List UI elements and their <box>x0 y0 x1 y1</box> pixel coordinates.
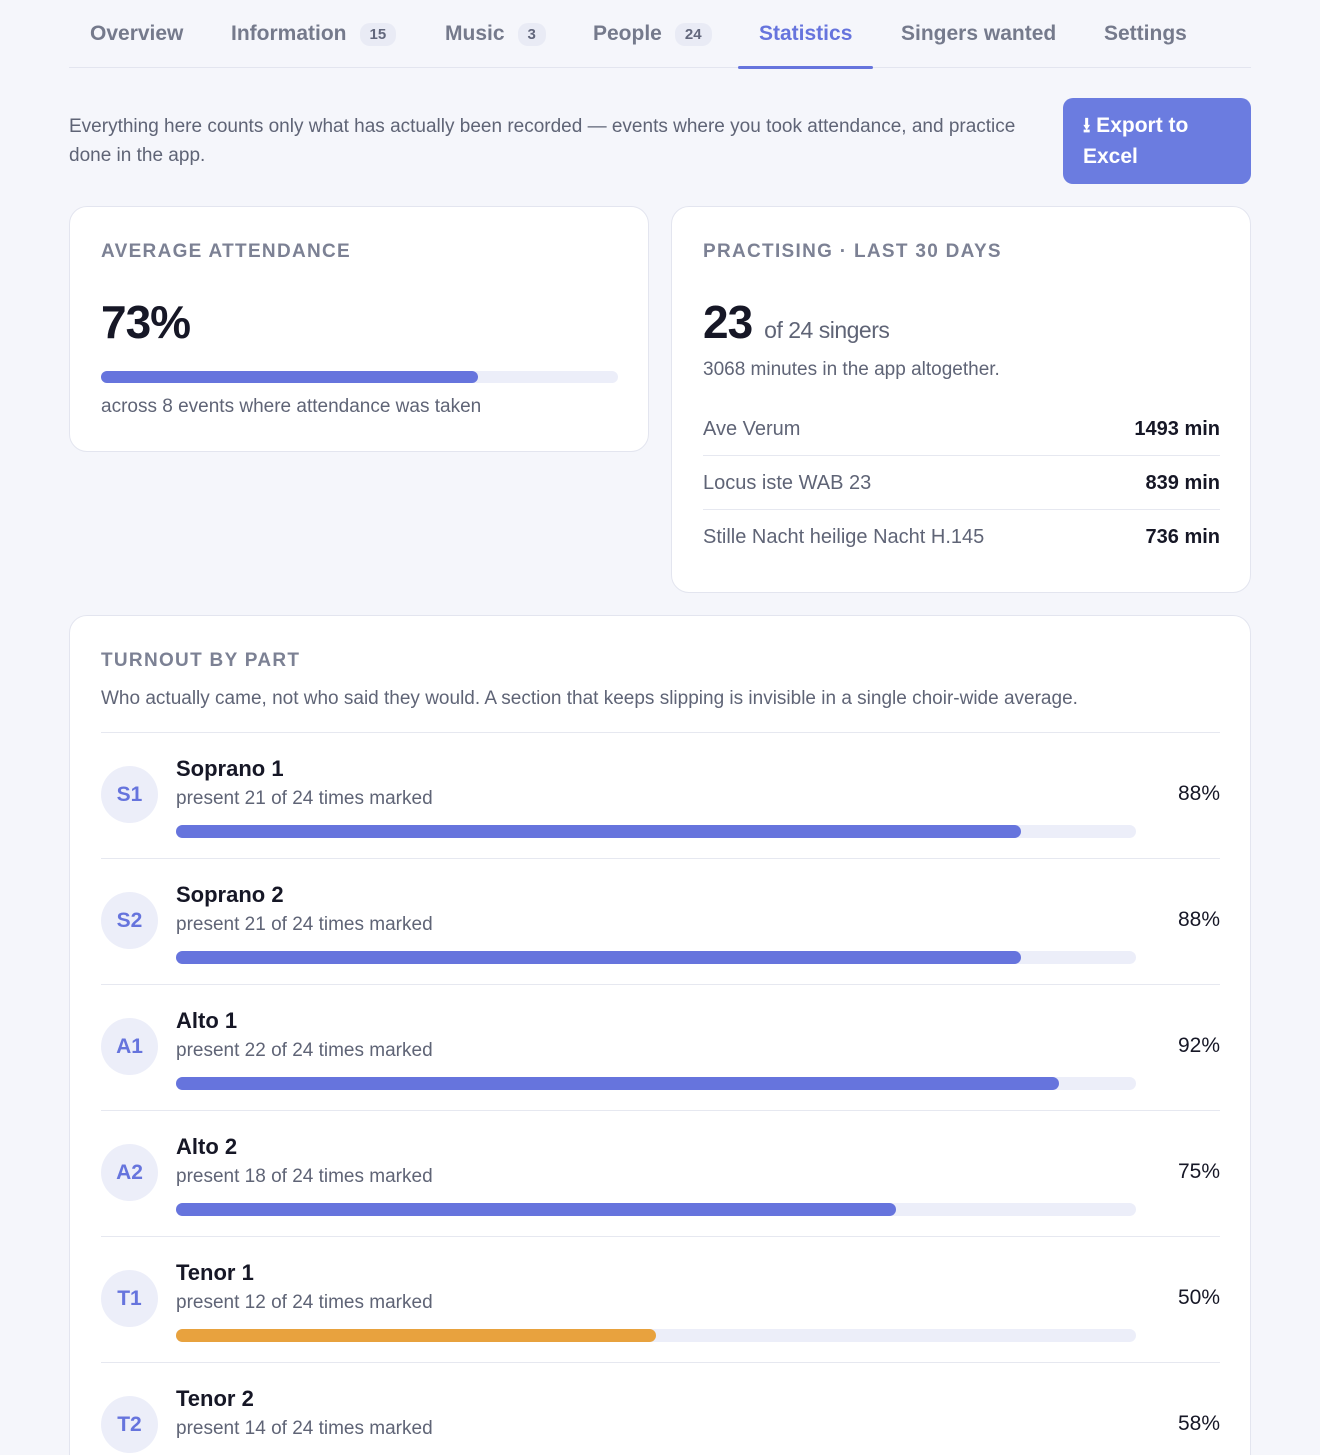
song-row: Stille Nacht heilige Nacht H.145 736 min <box>703 510 1220 564</box>
part-present-text: present 21 of 24 times marked <box>176 788 433 809</box>
part-progress-track <box>176 951 1136 964</box>
practising-of-text: of 24 singers <box>764 317 890 343</box>
practising-count: 23 <box>703 296 753 348</box>
tab-bar: Overview Information 15 Music 3 People 2… <box>69 0 1251 69</box>
part-present-text: present 21 of 24 times marked <box>176 914 433 935</box>
tab-count-badge: 3 <box>517 22 546 46</box>
song-minutes: 736 min <box>1145 525 1220 548</box>
part-row-a2: A2 Alto 2 present 18 of 24 times marked 75% <box>101 1110 1220 1236</box>
part-row-t2: T2 Tenor 2 present 14 of 24 times marked 58… <box>101 1362 1220 1455</box>
tab-people[interactable]: People 24 <box>593 0 712 68</box>
divider <box>101 984 1220 985</box>
tab-label: Information <box>231 22 347 45</box>
song-minutes: 1493 min <box>1134 417 1220 440</box>
attendance-value: 73% <box>101 296 191 348</box>
part-progress-track <box>176 1077 1136 1090</box>
tab-statistics[interactable]: Statistics <box>737 0 874 69</box>
tab-label: Statistics <box>759 22 853 45</box>
tab-count-badge: 24 <box>674 22 712 46</box>
part-progress-fill <box>176 1077 1060 1090</box>
part-avatar: T1 <box>101 1270 158 1327</box>
card-title: AVERAGE ATTENDANCE <box>101 241 351 262</box>
tab-music[interactable]: Music 3 <box>445 0 546 68</box>
part-row-a1: A1 Alto 1 present 22 of 24 times marked 92% <box>101 984 1220 1110</box>
part-progress-track <box>176 1203 1136 1216</box>
card-title: TURNOUT BY PART <box>101 650 301 671</box>
part-progress-track <box>176 1329 1136 1342</box>
average-attendance-card: AVERAGE ATTENDANCE 73% across 8 events w… <box>69 206 649 452</box>
part-avatar: T2 <box>101 1396 158 1453</box>
divider <box>101 732 1220 733</box>
practising-summary: 23 of 24 singers <box>703 295 890 349</box>
part-percentage: 50% <box>1177 1286 1220 1309</box>
part-percentage: 88% <box>1177 908 1220 931</box>
part-progress-fill <box>176 1203 896 1216</box>
part-present-text: present 22 of 24 times marked <box>176 1040 433 1061</box>
part-name: Alto 2 <box>176 1134 238 1159</box>
part-name: Tenor 1 <box>176 1260 254 1285</box>
part-name: Tenor 2 <box>176 1386 254 1411</box>
tab-singers-wanted[interactable]: Singers wanted <box>901 0 1056 68</box>
card-title: PRACTISING · LAST 30 DAYS <box>703 241 1002 262</box>
part-row-s1: S1 Soprano 1 present 21 of 24 times marked… <box>101 732 1220 858</box>
song-row: Ave Verum 1493 min <box>703 402 1220 456</box>
song-name: Locus iste WAB 23 <box>703 471 872 494</box>
export-button-label: ⭳ Export to Excel <box>1083 114 1189 168</box>
practising-card: PRACTISING · LAST 30 DAYS 23 of 24 singe… <box>671 206 1251 593</box>
attendance-progress-fill <box>101 371 479 383</box>
song-name: Ave Verum <box>703 417 801 440</box>
part-progress-fill <box>176 951 1021 964</box>
attendance-caption: across 8 events where attendance was tak… <box>101 396 482 417</box>
divider <box>703 509 1220 510</box>
part-progress-track <box>176 825 1136 838</box>
turnout-by-part-card: TURNOUT BY PART Who actually came, not w… <box>69 615 1251 1455</box>
part-avatar: A1 <box>101 1018 158 1075</box>
song-name: Stille Nacht heilige Nacht H.145 <box>703 525 985 548</box>
tab-information[interactable]: Information 15 <box>231 0 397 68</box>
part-row-s2: S2 Soprano 2 present 21 of 24 times marked… <box>101 858 1220 984</box>
divider <box>101 1110 1220 1111</box>
part-present-text: present 14 of 24 times marked <box>176 1418 433 1439</box>
tab-label: Overview <box>90 22 184 45</box>
part-avatar: A2 <box>101 1144 158 1201</box>
practising-minutes-text: 3068 minutes in the app altogether. <box>703 359 1000 380</box>
divider <box>101 1362 1220 1363</box>
part-present-text: present 12 of 24 times marked <box>176 1292 433 1313</box>
divider <box>101 858 1220 859</box>
intro-text: Everything here counts only what has act… <box>69 116 1016 166</box>
tab-label: People <box>593 22 662 45</box>
part-avatar: S1 <box>101 766 158 823</box>
part-percentage: 88% <box>1177 782 1220 805</box>
part-present-text: present 18 of 24 times marked <box>176 1166 433 1187</box>
part-avatar: S2 <box>101 892 158 949</box>
part-name: Alto 1 <box>176 1008 238 1033</box>
tab-count-badge: 15 <box>359 22 397 46</box>
part-percentage: 92% <box>1177 1034 1220 1057</box>
song-row: Locus iste WAB 23 839 min <box>703 456 1220 510</box>
tab-label: Singers wanted <box>901 22 1057 45</box>
export-to-excel-button[interactable]: ⭳ Export to Excel <box>1063 98 1251 184</box>
part-name: Soprano 1 <box>176 756 284 781</box>
divider <box>101 1236 1220 1237</box>
turnout-description: Who actually came, not who said they wou… <box>101 688 1078 709</box>
part-percentage: 75% <box>1177 1160 1220 1183</box>
part-percentage: 58% <box>1177 1412 1220 1435</box>
tab-settings[interactable]: Settings <box>1104 0 1187 68</box>
part-name: Soprano 2 <box>176 882 284 907</box>
part-progress-fill <box>176 1329 656 1342</box>
divider <box>703 455 1220 456</box>
part-progress-fill <box>176 825 1021 838</box>
tab-label: Settings <box>1104 22 1187 45</box>
attendance-progress-track <box>101 371 618 383</box>
song-minutes: 839 min <box>1145 471 1220 494</box>
part-row-t1: T1 Tenor 1 present 12 of 24 times marked 50… <box>101 1236 1220 1362</box>
tab-overview[interactable]: Overview <box>90 0 183 68</box>
tab-label: Music <box>445 22 505 45</box>
